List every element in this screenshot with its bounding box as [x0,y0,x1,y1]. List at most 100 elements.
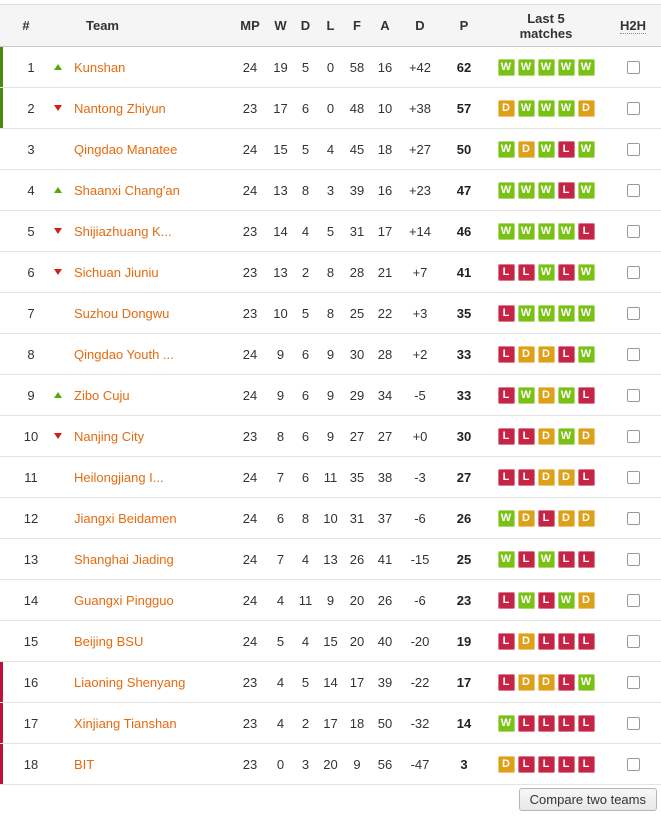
h2h-checkbox[interactable] [626,60,640,74]
h2h-cell [605,46,661,88]
column-header-team: Team [52,4,232,47]
h2h-cell [605,251,661,293]
matches-played: 24 [232,46,268,88]
goal-difference: -3 [399,456,441,498]
goals-for: 48 [343,87,371,129]
team-link[interactable]: Nantong Zhiyun [74,100,166,116]
position-number: 9 [0,374,52,416]
h2h-checkbox[interactable] [626,101,640,115]
matches-played: 23 [232,87,268,129]
team-link[interactable]: Kunshan [74,59,126,75]
last5-draw-badge: D [577,592,595,609]
team-link[interactable]: BIT [74,756,95,772]
position-number: 4 [0,169,52,211]
last5-win-badge: W [537,141,555,158]
team-link[interactable]: Qingdao Youth ... [74,346,174,362]
table-header: # Team MP W D L F A D P Last 5 matches H2H [0,4,661,47]
team-link[interactable]: Beijing BSU [74,633,144,649]
goals-against: 17 [371,210,399,252]
team-link[interactable]: Suzhou Dongwu [74,305,170,321]
team-link[interactable]: Jiangxi Beidamen [74,510,177,526]
goals-for: 58 [343,46,371,88]
down-arrow-icon [54,228,74,234]
last5-win-badge: W [557,223,575,240]
table-row: 9 Zibo Cuju 24 9 6 9 29 34 -5 33 L W D W L [0,374,661,416]
table-row: 14 Guangxi Pingguo 24 4 11 9 20 26 -6 23 L W L W D [0,579,661,621]
wins: 0 [268,743,293,785]
team-link[interactable]: Shaanxi Chang'an [74,182,180,198]
compare-two-teams-button[interactable]: Compare two teams [518,788,657,811]
team-link[interactable]: Qingdao Manatee [74,141,178,157]
h2h-checkbox[interactable] [626,716,640,730]
last5-win-badge: W [557,100,575,117]
h2h-checkbox[interactable] [626,224,640,238]
matches-played: 24 [232,374,268,416]
h2h-checkbox[interactable] [626,347,640,361]
last5-loss-badge: L [497,428,515,445]
h2h-checkbox[interactable] [626,142,640,156]
team-cell: Guangxi Pingguo [52,579,232,621]
h2h-checkbox[interactable] [626,552,640,566]
team-link[interactable]: Liaoning Shenyang [74,674,186,690]
last5-loss-badge: L [577,756,595,773]
goals-against: 38 [371,456,399,498]
goal-difference: -47 [399,743,441,785]
column-header-label: F [353,18,361,33]
h2h-checkbox[interactable] [626,511,640,525]
last5-win-badge: W [537,223,555,240]
team-link[interactable]: Sichuan Jiuniu [74,264,159,280]
last5-loss-badge: L [557,551,575,568]
h2h-checkbox[interactable] [626,306,640,320]
matches-played: 23 [232,210,268,252]
points: 14 [441,702,487,744]
team-cell: Xinjiang Tianshan [52,702,232,744]
team-link[interactable]: Nanjing City [74,428,145,444]
draws: 11 [293,579,318,621]
team-link[interactable]: Xinjiang Tianshan [74,715,177,731]
h2h-checkbox[interactable] [626,470,640,484]
h2h-checkbox[interactable] [626,593,640,607]
h2h-checkbox[interactable] [626,183,640,197]
goal-difference: +0 [399,415,441,457]
team-link[interactable]: Shijiazhuang K... [74,223,172,239]
team-cell: Qingdao Manatee [52,128,232,170]
points: 3 [441,743,487,785]
standings-table: # Team MP W D L F A D P Last 5 matches H2H 1 Kunshan… [0,4,661,785]
down-arrow-icon [54,433,74,439]
h2h-checkbox[interactable] [626,388,640,402]
losses: 5 [318,210,343,252]
h2h-checkbox[interactable] [626,265,640,279]
last5-draw-badge: D [537,469,555,486]
last5-loss-badge: L [537,592,555,609]
team-cell: Jiangxi Beidamen [52,497,232,539]
table-row: 13 Shanghai Jiading 24 7 4 13 26 41 -15 25 W L W L L [0,538,661,580]
h2h-checkbox[interactable] [626,429,640,443]
last5-loss-badge: L [557,756,575,773]
team-link[interactable]: Shanghai Jiading [74,551,174,567]
position-number: 10 [0,415,52,457]
goal-difference: +7 [399,251,441,293]
last5-loss-badge: L [577,469,595,486]
losses: 9 [318,415,343,457]
draws: 2 [293,702,318,744]
team-cell: Nantong Zhiyun [52,87,232,129]
goals-against: 34 [371,374,399,416]
table-row: 5 Shijiazhuang K... 23 14 4 5 31 17 +14 46 W W W W L [0,210,661,252]
h2h-checkbox[interactable] [626,757,640,771]
goals-against: 16 [371,46,399,88]
goal-difference: +27 [399,128,441,170]
wins: 17 [268,87,293,129]
h2h-checkbox[interactable] [626,675,640,689]
last5-win-badge: W [517,182,535,199]
team-link[interactable]: Guangxi Pingguo [74,592,174,608]
team-link[interactable]: Zibo Cuju [74,387,130,403]
wins: 15 [268,128,293,170]
h2h-checkbox[interactable] [626,634,640,648]
goal-difference: -5 [399,374,441,416]
column-header-label: Last 5 matches [519,10,573,41]
team-link[interactable]: Heilongjiang I... [74,469,164,485]
last5-win-badge: W [517,387,535,404]
wins: 10 [268,292,293,334]
